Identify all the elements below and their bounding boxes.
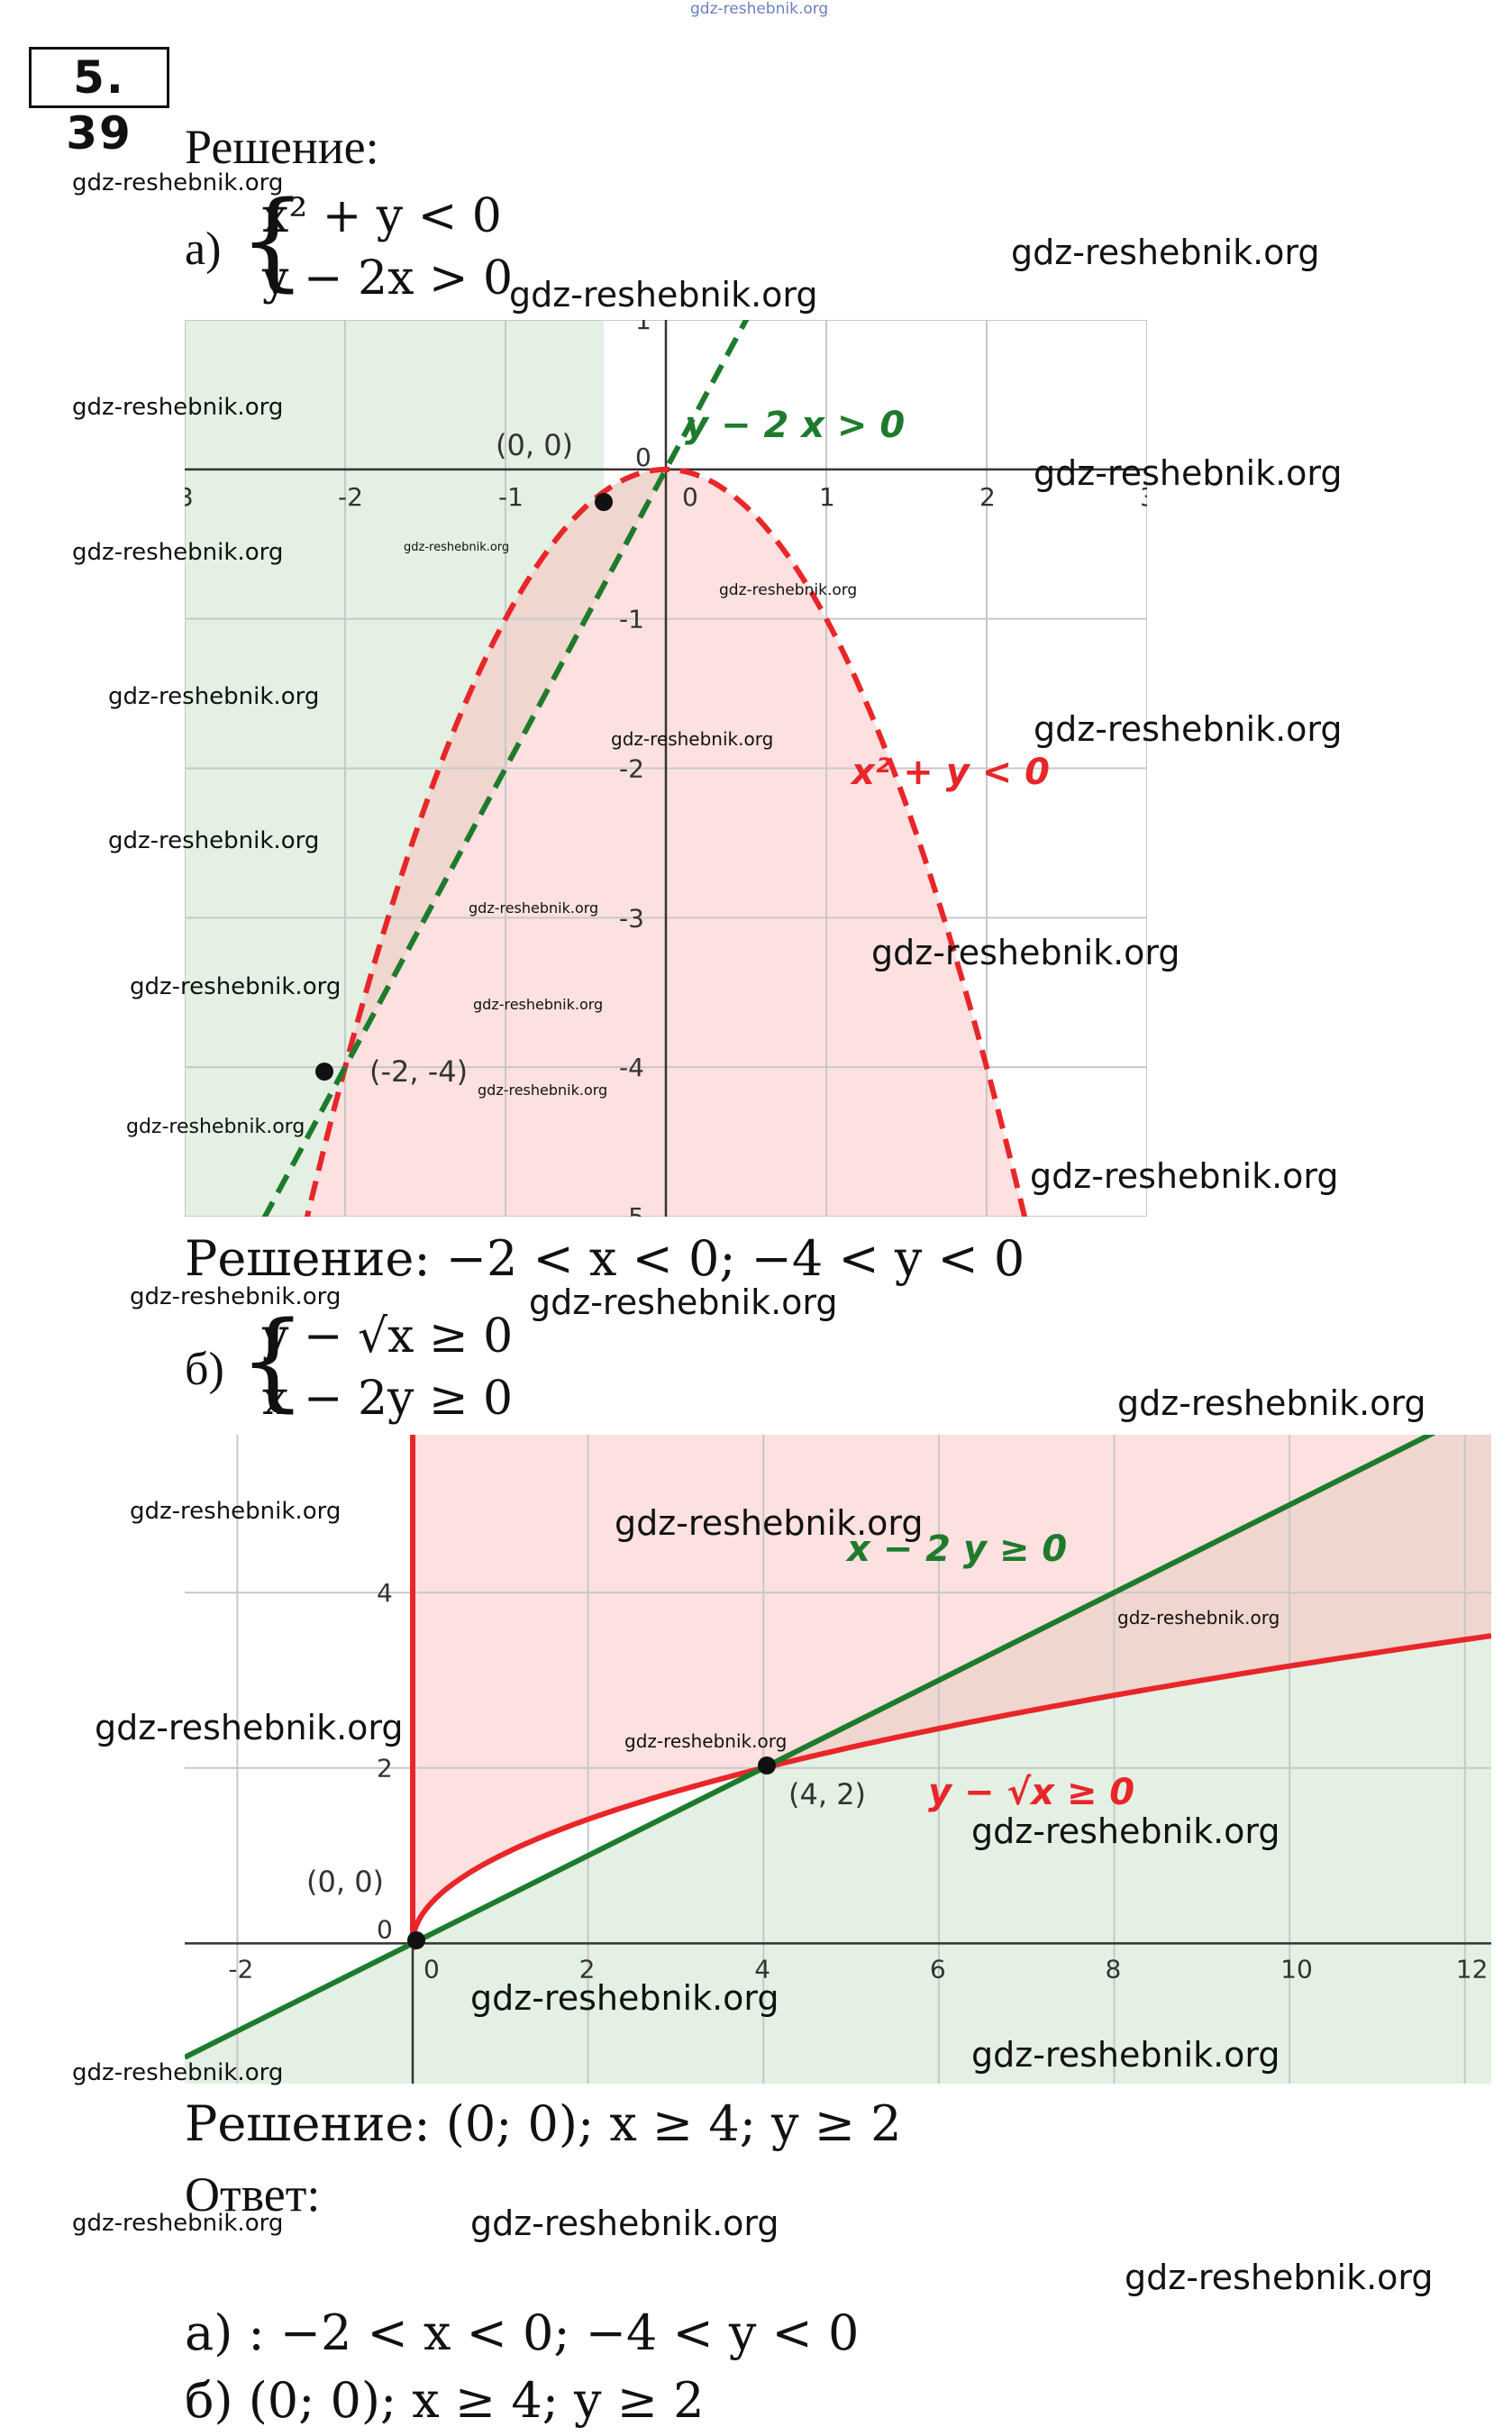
watermark: gdz-reshebnik.org [130, 1283, 342, 1310]
part-a-result: Решение: −2 < x < 0; −4 < y < 0 [185, 1230, 1025, 1287]
x-tick-label: 2 [579, 1954, 596, 1984]
watermark: gdz-reshebnik.org [971, 2035, 1280, 2075]
part-b-line2: x − 2y ≥ 0 [262, 1372, 514, 1426]
y-tick-label: 2 [377, 1754, 393, 1784]
part-a-label: а) [185, 224, 222, 275]
graph-a-line-label: y − 2 x > 0 [685, 405, 905, 446]
answer-b: б) (0; 0); x ≥ 4; y ≥ 2 [185, 2372, 705, 2429]
watermark: gdz-reshebnik.org [473, 996, 604, 1013]
y-tick-label: 0 [377, 1914, 393, 1944]
watermark: gdz-reshebnik.org [130, 973, 342, 1000]
watermark: gdz-reshebnik.org [470, 1978, 779, 2018]
watermark: gdz-reshebnik.org [611, 728, 774, 750]
watermark: gdz-reshebnik.org [470, 2203, 779, 2243]
graph-a-tick-labels: 3 -2 -1 0 1 2 3 1 0 -1 -2 -3 -4 -5 [185, 320, 1156, 1217]
y-tick-label: 1 [635, 320, 651, 335]
y-tick-label: -2 [619, 754, 644, 784]
y-tick-label: -3 [619, 903, 644, 933]
x-tick-label: 8 [1106, 1954, 1122, 1984]
graph-a-point-m2-m4-label: (-2, -4) [369, 1054, 468, 1089]
part-b-label: б) [185, 1344, 224, 1395]
watermark: gdz-reshebnik.org [72, 394, 284, 421]
watermark: gdz-reshebnik.org [72, 169, 284, 196]
x-tick-label: -2 [338, 482, 363, 512]
watermark: gdz-reshebnik.org [108, 827, 320, 854]
watermark: gdz-reshebnik.org [529, 1282, 838, 1322]
graph-a-point-origin-label: (0, 0) [496, 428, 573, 462]
x-tick-label: 6 [930, 1954, 946, 1984]
watermark: gdz-reshebnik.org [72, 2210, 284, 2237]
graph-b-point-origin [407, 1931, 425, 1949]
graph-b-point-4-2 [758, 1756, 776, 1775]
watermark: gdz-reshebnik.org [509, 275, 818, 315]
y-tick-label: -4 [619, 1053, 644, 1082]
watermark: gdz-reshebnik.org [971, 1811, 1280, 1851]
x-tick-label: -2 [228, 1954, 253, 1984]
graph-b-tick-labels: -2 0 2 4 6 8 10 12 4 2 0 [228, 1578, 1488, 1984]
watermark: gdz-reshebnik.org [108, 683, 320, 710]
part-a-line2: y − 2x > 0 [262, 251, 514, 306]
watermark: gdz-reshebnik.org [130, 1498, 342, 1525]
graph-a-parabola-label: x² + y < 0 [850, 752, 1050, 793]
watermark: gdz-reshebnik.org [1117, 1607, 1280, 1629]
x-tick-label: -1 [498, 482, 524, 512]
watermark: gdz-reshebnik.org [719, 581, 858, 599]
part-b-line1: y − √x ≥ 0 [262, 1309, 514, 1364]
y-tick-label: -1 [619, 605, 644, 634]
x-tick-label: 4 [754, 1954, 770, 1984]
y-tick-label: 4 [377, 1578, 393, 1608]
watermark: gdz-reshebnik.org [1034, 453, 1343, 493]
watermark: gdz-reshebnik.org [624, 1730, 788, 1752]
graph-b-sqrt-label: y − √x ≥ 0 [928, 1772, 1134, 1813]
graph-a-line [261, 320, 750, 1217]
brace-icon: { [239, 1298, 307, 1422]
watermark: gdz-reshebnik.org [72, 539, 284, 566]
problem-number: 5. 39 [29, 47, 169, 160]
solution-heading: Решение: [185, 120, 379, 174]
x-tick-label: 0 [682, 482, 698, 512]
x-tick-label: 3 [185, 482, 194, 512]
graph-b: -2 0 2 4 6 8 10 12 4 2 0 (0, 0) (4, 2) x − 2 y ≥ 0… [185, 1435, 1491, 2084]
answer-heading: Ответ: [185, 2167, 321, 2222]
top-watermark: gdz-reshebnik.org [690, 0, 829, 18]
watermark: gdz-reshebnik.org [871, 933, 1180, 972]
watermark: gdz-reshebnik.org [1034, 709, 1343, 749]
watermark: gdz-reshebnik.org [72, 2059, 284, 2086]
watermark: gdz-reshebnik.org [404, 541, 510, 554]
watermark: gdz-reshebnik.org [469, 899, 599, 917]
x-tick-label: 12 [1456, 1954, 1489, 1984]
graph-b-point-4-2-label: (4, 2) [788, 1777, 866, 1811]
watermark: gdz-reshebnik.org [1125, 2258, 1434, 2297]
graph-a-point-m2-m4 [315, 1063, 333, 1081]
watermark: gdz-reshebnik.org [1117, 1383, 1426, 1423]
graph-a-parabola [304, 466, 1028, 1217]
part-a-line1: x² + y < 0 [262, 189, 502, 243]
watermark: gdz-reshebnik.org [95, 1708, 404, 1747]
graph-a: 3 -2 -1 0 1 2 3 1 0 -1 -2 -3 -4 -5 (0, 0) (-2, -4) y … [185, 320, 1156, 1217]
x-tick-label: 1 [819, 482, 835, 512]
graph-a-point-origin [595, 493, 613, 511]
watermark: gdz-reshebnik.org [615, 1503, 924, 1543]
brace-icon: { [239, 178, 307, 302]
graph-b-point-origin-label: (0, 0) [306, 1865, 384, 1899]
graph-b-overlap-region [763, 1435, 1491, 1768]
x-tick-label: 0 [424, 1954, 440, 1984]
graph-b-sqrt-curve [409, 1435, 1491, 1951]
x-tick-label: 10 [1280, 1954, 1313, 1984]
watermark: gdz-reshebnik.org [1011, 233, 1320, 272]
y-tick-label: -5 [619, 1202, 644, 1217]
answer-a: а) : −2 < x < 0; −4 < y < 0 [185, 2304, 860, 2361]
graph-b-line [185, 1435, 1436, 2060]
part-b-result: Решение: (0; 0); x ≥ 4; y ≥ 2 [185, 2095, 902, 2152]
graph-b-line-label: x − 2 y ≥ 0 [845, 1528, 1067, 1570]
x-tick-label: 3 [1140, 482, 1156, 512]
watermark: gdz-reshebnik.org [1030, 1156, 1339, 1196]
y-tick-label: 0 [635, 442, 651, 472]
x-tick-label: 2 [979, 482, 996, 512]
watermark: gdz-reshebnik.org [126, 1116, 305, 1138]
watermark: gdz-reshebnik.org [478, 1081, 608, 1099]
